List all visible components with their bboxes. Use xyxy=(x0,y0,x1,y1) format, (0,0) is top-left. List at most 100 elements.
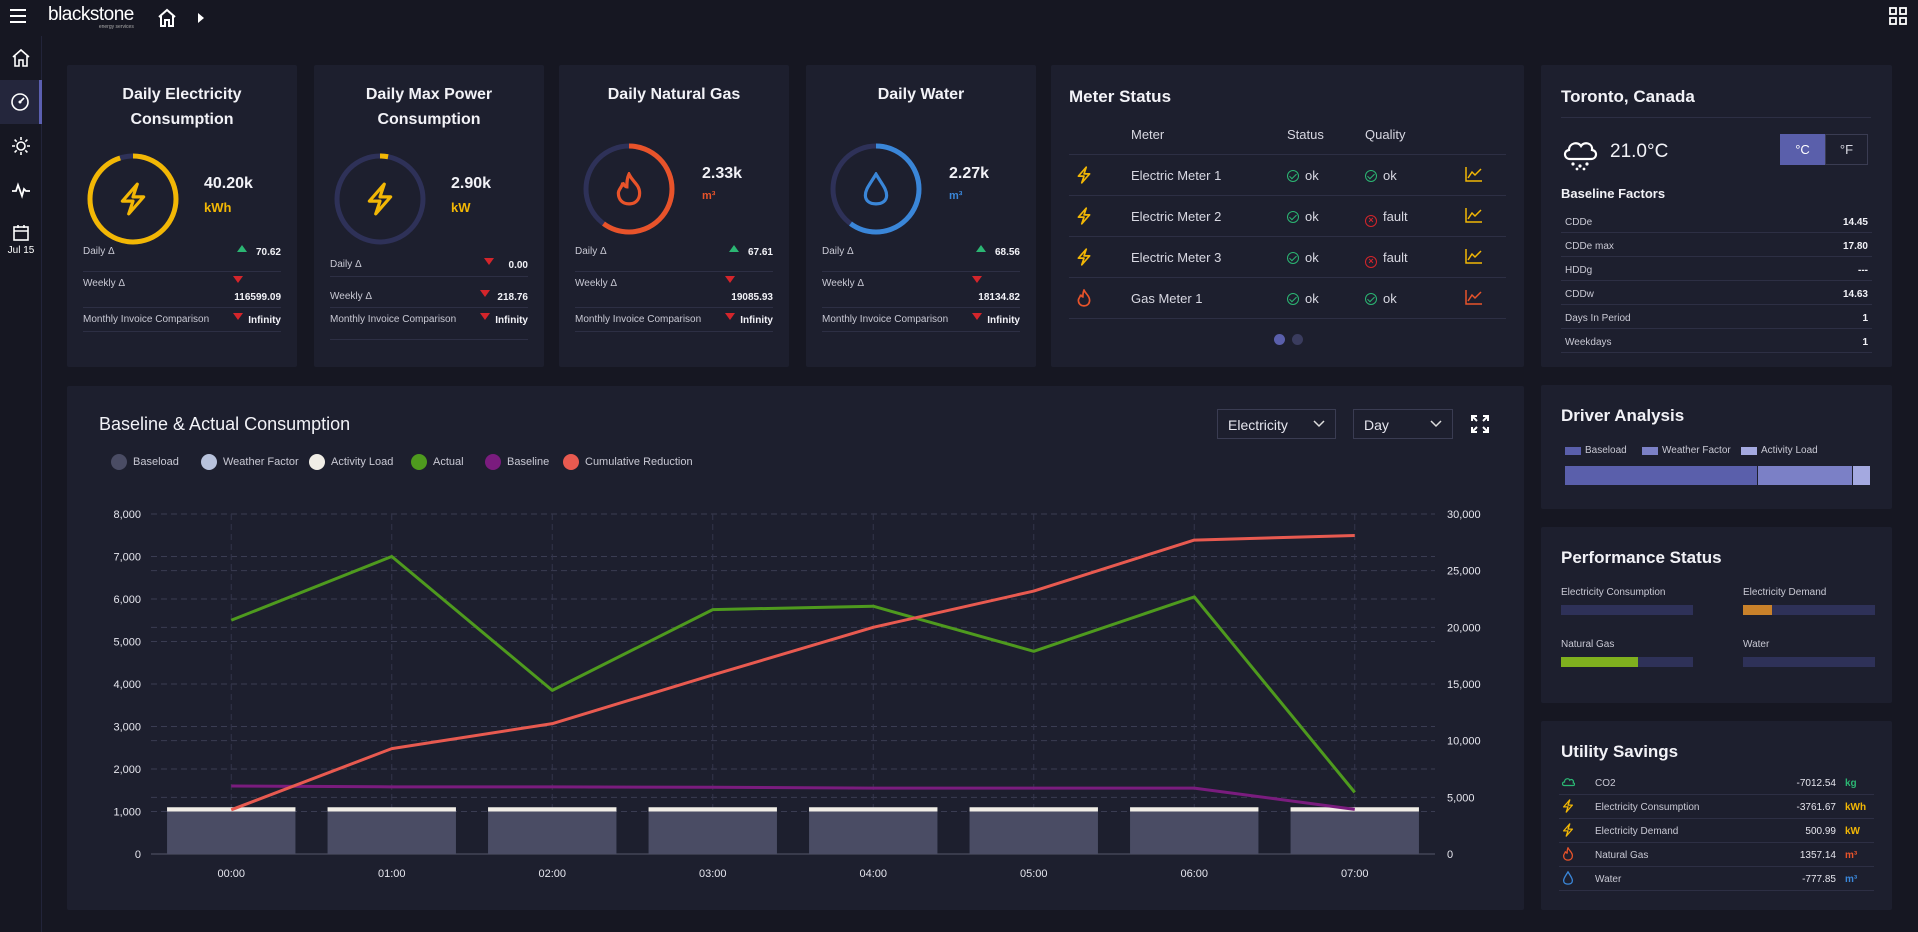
bar-activity-load xyxy=(969,807,1098,812)
performance-label: Electricity Consumption xyxy=(1561,587,1666,598)
legend-item[interactable]: Baseline xyxy=(485,454,549,470)
x-tick-label: 07:00 xyxy=(1341,868,1369,880)
factor-value: 14.63 xyxy=(1842,289,1868,300)
x-tick-label: 05:00 xyxy=(1020,868,1048,880)
legend-item[interactable]: Actual xyxy=(411,454,464,470)
cloud-icon xyxy=(1561,778,1576,787)
performance-title: Performance Status xyxy=(1561,548,1722,567)
savings-icon-wrap xyxy=(1561,775,1576,792)
flame-icon xyxy=(1562,846,1574,861)
status-text: ok xyxy=(1305,250,1319,265)
sidebar-item-activity[interactable] xyxy=(0,168,42,212)
meter-name: Gas Meter 1 xyxy=(1131,291,1203,306)
y-left-tick-label: 8,000 xyxy=(113,509,141,521)
meter-row[interactable]: Electric Meter 2 ok × fault xyxy=(1069,196,1506,237)
y-left-tick-label: 4,000 xyxy=(113,679,141,691)
chevron-right-icon[interactable] xyxy=(196,12,206,24)
home-icon[interactable] xyxy=(156,7,178,29)
y-right-tick-label: 5,000 xyxy=(1447,792,1475,804)
stat-value: 18134.82 xyxy=(978,292,1020,303)
quality-text: ok xyxy=(1383,168,1397,183)
brand-logo[interactable]: blackstone energy services xyxy=(48,4,134,30)
sidebar-item-dashboard[interactable] xyxy=(0,80,42,124)
meter-status-title: Meter Status xyxy=(1069,87,1172,106)
legend-swatch xyxy=(309,454,325,470)
line-baseline xyxy=(231,784,1355,811)
meter-row[interactable]: Electric Meter 3 ok × fault xyxy=(1069,237,1506,278)
meter-row[interactable]: Electric Meter 1 ok ok xyxy=(1069,155,1506,196)
driver-segment[interactable] xyxy=(1852,466,1871,485)
unit-celsius-button[interactable]: °C xyxy=(1780,134,1825,165)
stat-row: Monthly Invoice Comparison Infinity xyxy=(330,308,528,340)
stat-row: Daily Δ 67.61 xyxy=(575,240,773,272)
legend-item[interactable]: Weather Factor xyxy=(201,454,299,470)
kpi-ring-arc xyxy=(830,143,922,235)
period-select[interactable]: Day xyxy=(1353,409,1453,439)
y-left-tick-label: 5,000 xyxy=(113,637,141,649)
expand-icon[interactable] xyxy=(1470,414,1490,434)
sun-icon xyxy=(12,137,30,155)
home-icon xyxy=(12,48,30,67)
trend-chart-icon[interactable] xyxy=(1465,248,1483,267)
stat-value: 218.76 xyxy=(497,292,528,303)
performance-bar xyxy=(1561,605,1693,615)
legend-swatch xyxy=(485,454,501,470)
y-left-tick-label: 0 xyxy=(135,849,141,861)
trend-chart-icon[interactable] xyxy=(1465,166,1483,185)
stat-label: Daily Δ xyxy=(822,246,854,257)
legend-item[interactable]: Cumulative Reduction xyxy=(563,454,693,470)
meter-type-icon-wrap xyxy=(1075,207,1093,228)
pager-dot-2[interactable] xyxy=(1292,334,1303,345)
meter-table-header: Meter Status Quality xyxy=(1069,125,1506,155)
grid-view-icon[interactable] xyxy=(1889,7,1907,25)
top-bar: blackstone energy services xyxy=(0,0,1918,36)
consumption-chart: 0 1,000 2,000 3,000 4,000 5,000 6,000 7,000 8,00… xyxy=(113,509,1481,880)
stat-value: 19085.93 xyxy=(731,292,773,303)
y-left-tick-label: 2,000 xyxy=(113,764,141,776)
header-status: Status xyxy=(1287,127,1324,142)
down-arrow-icon xyxy=(480,290,490,297)
sidebar: Jul 15 xyxy=(0,36,42,932)
driver-segment[interactable] xyxy=(1565,466,1758,485)
legend-swatch xyxy=(201,454,217,470)
performance-bar xyxy=(1561,657,1693,667)
driver-analysis-title: Driver Analysis xyxy=(1561,406,1685,425)
driver-segment[interactable] xyxy=(1757,466,1853,485)
bar-activity-load xyxy=(327,807,456,812)
factor-value: --- xyxy=(1858,265,1868,276)
meter-row[interactable]: Gas Meter 1 ok ok xyxy=(1069,278,1506,319)
kpi-value: 40.20k xyxy=(204,175,253,192)
sidebar-item-weather[interactable] xyxy=(0,124,42,168)
location-title: Toronto, Canada xyxy=(1561,87,1695,106)
factor-label: Weekdays xyxy=(1565,337,1612,348)
sidebar-item-calendar[interactable]: Jul 15 xyxy=(0,212,42,268)
utility-type-select[interactable]: Electricity xyxy=(1217,409,1336,439)
stat-label: Daily Δ xyxy=(575,246,607,257)
trend-chart-icon[interactable] xyxy=(1465,289,1483,308)
up-arrow-icon xyxy=(976,245,986,252)
kpi-ring xyxy=(583,143,675,235)
stat-value: Infinity xyxy=(987,315,1020,326)
stat-value: 68.56 xyxy=(994,247,1020,258)
kpi-value: 2.33k xyxy=(702,165,743,182)
menu-icon[interactable] xyxy=(10,9,26,23)
sidebar-item-home[interactable] xyxy=(0,36,42,80)
savings-unit: kWh xyxy=(1845,802,1867,813)
trend-chart-icon[interactable] xyxy=(1465,207,1483,226)
driver-legend-item[interactable]: Activity Load xyxy=(1741,445,1818,456)
driver-legend-item[interactable]: Weather Factor xyxy=(1642,445,1731,456)
savings-label: CO2 xyxy=(1595,778,1616,789)
driver-legend-item[interactable]: Baseload xyxy=(1565,445,1627,456)
savings-unit: kg xyxy=(1845,778,1857,789)
error-circle-icon: × xyxy=(1365,215,1377,227)
y-left-tick-label: 6,000 xyxy=(113,594,141,606)
unit-fahrenheit-button[interactable]: °F xyxy=(1825,134,1868,165)
legend-item[interactable]: Baseload xyxy=(111,454,179,470)
legend-item[interactable]: Activity Load xyxy=(309,454,393,470)
up-arrow-icon xyxy=(237,245,247,252)
baseline-factor-row: CDDe max 17.80 xyxy=(1561,233,1872,257)
performance-label: Natural Gas xyxy=(1561,639,1615,650)
legend-label: Cumulative Reduction xyxy=(585,456,693,468)
y-right-tick-label: 30,000 xyxy=(1447,509,1481,521)
pager-dot-1[interactable] xyxy=(1274,334,1285,345)
